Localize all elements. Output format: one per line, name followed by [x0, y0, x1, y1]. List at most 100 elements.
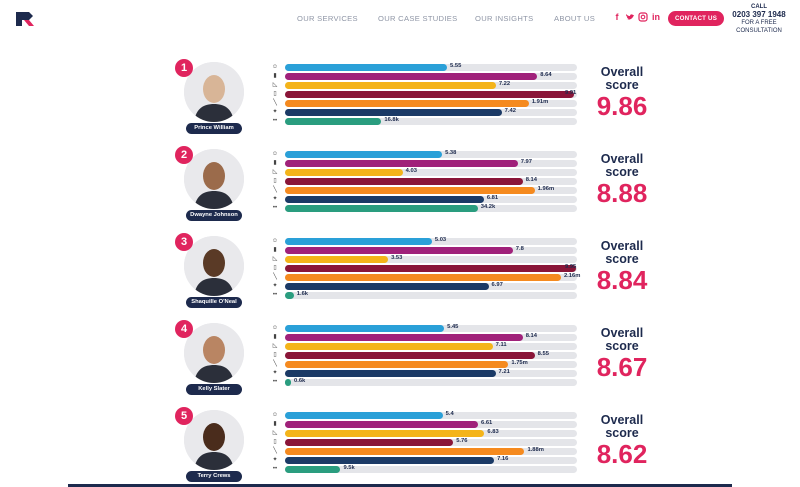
metric-row: ▮ 7.97 [270, 159, 590, 167]
phone-number[interactable]: 0203 397 1948 [732, 10, 786, 19]
metric-track: 7.21 [285, 369, 577, 377]
sparkle-icon: ✦ [272, 283, 278, 289]
metric-value: 6.81 [486, 195, 499, 201]
metric-value: 16.8k [384, 117, 399, 123]
smile-icon: ☺ [271, 151, 279, 157]
metric-track: 5.38 [285, 150, 577, 158]
beer-icon: ▮ [273, 247, 277, 253]
ranking-entry: 4 Kelly Slater ☺ 5.45 ▮ 8.14 ◺ 7.11 ▯ 8.55 ╲ 1.75m ✦… [0, 320, 800, 406]
metric-value: 7.21 [498, 369, 510, 375]
metric-row: ☺ 5.55 [270, 63, 590, 71]
metric-bar-fill [285, 370, 496, 377]
metric-track: 9.91 [285, 90, 577, 98]
metric-bar-fill [285, 283, 489, 290]
metric-value: 3.53 [391, 255, 403, 261]
metric-bar-fill [285, 196, 484, 203]
contact-us-button[interactable]: CONTACT US [668, 11, 724, 26]
metric-value: 4.03 [405, 168, 417, 174]
metric-bar-fill [285, 265, 576, 272]
rank-badge: 1 [175, 59, 193, 77]
celebrity-name: Shaquille O'Neal [186, 297, 242, 308]
metric-bar-fill [285, 292, 294, 299]
metric-row: ◺ 4.03 [270, 168, 590, 176]
overall-score-label: Overall score [600, 152, 644, 179]
metric-track: 1.88m [285, 447, 577, 455]
smile-icon: ☺ [271, 64, 279, 70]
twitter-icon[interactable] [625, 12, 635, 22]
metric-row: ☺ 5.38 [270, 150, 590, 158]
metric-bar-fill [285, 169, 403, 176]
metric-track: 7.8 [285, 246, 577, 254]
metric-value: 6.61 [481, 420, 493, 426]
metric-bar-fill [285, 73, 538, 80]
eyes-icon: •• [272, 379, 278, 385]
eyes-icon: •• [272, 292, 278, 298]
call-block[interactable]: CALL 0203 397 1948 FOR A FREE CONSULTATI… [728, 3, 790, 35]
metric-track: 1.6k [285, 291, 577, 299]
overall-score-label: Overall score [600, 65, 644, 92]
celebrity-photo-icon [184, 62, 244, 122]
metric-track: 7.42 [285, 108, 577, 116]
metric-bar-fill [285, 457, 495, 464]
metric-bar-fill [285, 274, 561, 281]
metric-bars: ☺ 5.4 ▮ 6.61 ◺ 6.83 ▯ 5.76 ╲ 1.88m ✦ 7.16 •• 9.5k [270, 407, 590, 477]
metric-track: 8.55 [285, 351, 577, 359]
linkedin-icon[interactable]: in [652, 12, 660, 22]
metric-bar-fill [285, 160, 518, 167]
metric-value: 1.91m [531, 99, 549, 105]
eyes-icon: •• [272, 118, 278, 124]
call-line-1: FOR A FREE [741, 20, 777, 26]
metric-bar-fill [285, 205, 478, 212]
metric-value: 7.11 [495, 342, 507, 348]
metric-value: 1.88m [527, 447, 544, 453]
metric-row: ◺ 6.83 [270, 429, 590, 437]
metric-value: 8.14 [525, 177, 537, 183]
metric-row: •• 34.2k [270, 204, 590, 212]
nav-our-insights[interactable]: OUR INSIGHTS [475, 14, 534, 23]
metric-value: 5.45 [447, 324, 459, 330]
celebrity-photo-icon [184, 236, 244, 296]
metric-bars: ☺ 5.45 ▮ 8.14 ◺ 7.11 ▯ 8.55 ╲ 1.75m ✦ 7.21 •• 0.6k [270, 320, 590, 390]
smile-icon: ☺ [271, 238, 279, 244]
rank-badge: 2 [175, 146, 193, 164]
metric-bar-fill [285, 334, 523, 341]
overall-score-value: 8.62 [596, 439, 648, 469]
metric-track: 3.53 [285, 255, 577, 263]
metric-track: 7.11 [285, 342, 577, 350]
ruler-icon: ◺ [272, 430, 278, 436]
smile-icon: ☺ [271, 412, 279, 418]
ruler-icon: ◺ [272, 82, 278, 88]
phone-icon: ▯ [273, 91, 277, 97]
metric-bar-fill [285, 412, 443, 419]
eyes-icon: •• [272, 466, 278, 472]
metric-value: 5.4 [445, 411, 454, 417]
metric-row: ◺ 7.11 [270, 342, 590, 350]
metric-row: ◺ 3.53 [270, 255, 590, 263]
metric-row: ✦ 7.21 [270, 369, 590, 377]
pencil-icon: ╲ [273, 274, 277, 280]
metric-bar-fill [285, 352, 535, 359]
instagram-icon[interactable] [638, 12, 648, 22]
metric-track: 1.75m [285, 360, 577, 368]
nav-about-us[interactable]: ABOUT US [554, 14, 596, 23]
metric-bar-fill [285, 439, 454, 446]
metric-track: 4.03 [285, 168, 577, 176]
metric-track: 34.2k [285, 204, 577, 212]
celebrity-name: Kelly Slater [186, 384, 242, 395]
metric-track: 8.14 [285, 333, 577, 341]
ruler-icon: ◺ [272, 256, 278, 262]
metric-value: 2.16m [563, 273, 581, 279]
metric-track: 5.03 [285, 237, 577, 245]
nav-our-case-studies[interactable]: OUR CASE STUDIES [378, 14, 458, 23]
metric-value: 7.8 [515, 246, 524, 252]
ruler-icon: ◺ [272, 343, 278, 349]
metric-value: 9.95 [565, 264, 577, 270]
brand-logo-icon[interactable] [14, 10, 36, 28]
facebook-icon[interactable]: f [615, 12, 619, 22]
celebrity-name: Prince William [186, 123, 242, 134]
nav-our-services[interactable]: OUR SERVICES [297, 14, 358, 23]
metric-track: 5.45 [285, 324, 577, 332]
metric-track: 5.76 [285, 438, 577, 446]
metric-bar-fill [285, 64, 448, 71]
metric-value: 5.76 [456, 438, 468, 444]
